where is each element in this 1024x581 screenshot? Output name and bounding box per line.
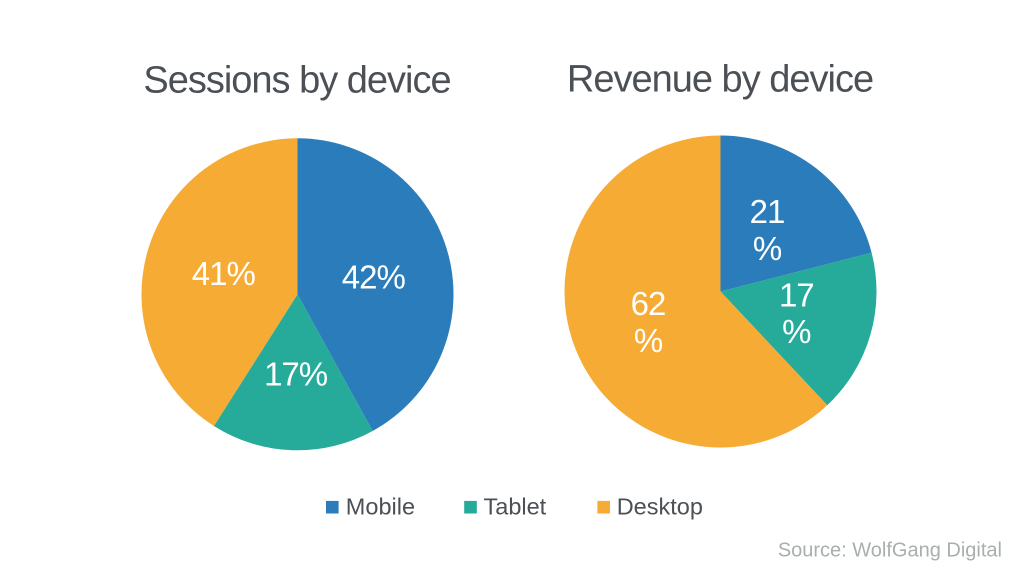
svg-text:42%: 42% xyxy=(342,259,406,296)
svg-text:Source: WolfGang Digital: Source: WolfGang Digital xyxy=(778,540,1002,562)
svg-text:62: 62 xyxy=(631,285,666,322)
svg-text:21: 21 xyxy=(750,193,785,230)
svg-text:Revenue by device: Revenue by device xyxy=(567,59,873,101)
svg-text:17%: 17% xyxy=(264,356,328,393)
svg-text:Desktop: Desktop xyxy=(617,494,703,520)
svg-text:%: % xyxy=(634,322,663,359)
svg-text:Mobile: Mobile xyxy=(346,494,415,520)
svg-text:%: % xyxy=(753,230,782,267)
svg-text:Tablet: Tablet xyxy=(484,494,547,520)
svg-text:17: 17 xyxy=(779,277,814,314)
svg-text:%: % xyxy=(782,313,811,350)
svg-text:41%: 41% xyxy=(192,255,256,292)
svg-text:Sessions by device: Sessions by device xyxy=(143,60,450,102)
